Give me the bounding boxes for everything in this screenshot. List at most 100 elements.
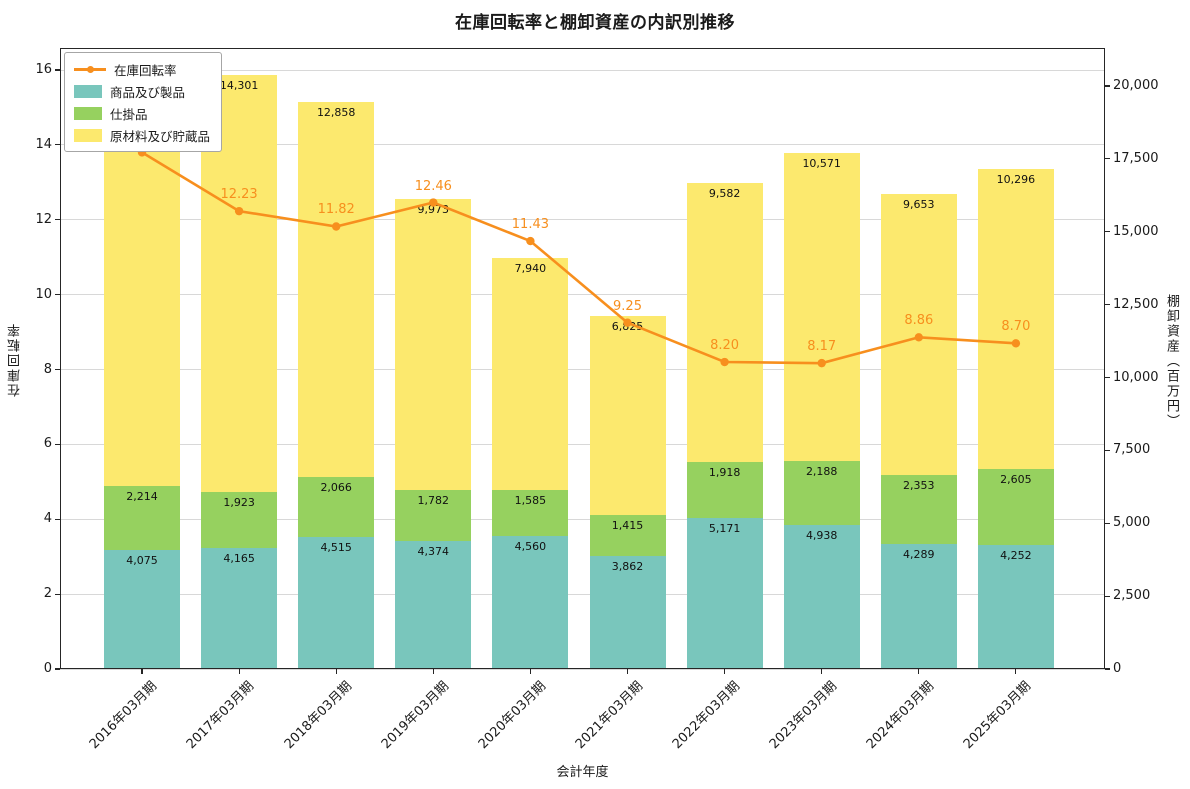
- gridline: [60, 668, 1105, 670]
- bar-segment-value-label: 2,605: [1000, 473, 1032, 487]
- x-tick-label: 2019年03月期: [378, 678, 452, 753]
- y-right-tick-label: 17,500: [1113, 150, 1159, 166]
- bar-segment: [201, 491, 278, 548]
- line-value-label: 8.20: [710, 338, 740, 353]
- bar-segment: [104, 550, 180, 669]
- legend-label: 商品及び製品: [110, 84, 186, 100]
- x-tick-mark: [1015, 669, 1017, 674]
- bar-segment-value-label: 1,415: [611, 519, 644, 533]
- y-right-tick-label: 5,000: [1113, 515, 1151, 531]
- y-left-tick-label: 14: [35, 136, 52, 152]
- bar-segment-value-label: 4,252: [1000, 549, 1032, 563]
- x-tick-mark: [918, 669, 920, 674]
- bar-segment-value-label: 12,858: [316, 106, 356, 120]
- line-value-label: 11.82: [317, 202, 355, 218]
- legend-item-line: 在庫回転率: [74, 60, 210, 78]
- y-left-tick-mark: [55, 593, 60, 595]
- x-tick-label: 2017年03月期: [184, 678, 258, 753]
- bar-segment-value-label: 2,353: [903, 479, 935, 493]
- x-tick-mark: [724, 669, 726, 674]
- legend-label: 仕掛品: [110, 106, 148, 122]
- line-value-label: 8.17: [807, 339, 837, 355]
- legend-label: 在庫回転率: [114, 62, 177, 78]
- legend-color-patch-icon: [74, 106, 102, 120]
- legend-item-bar: 原材料及び貯蔵品: [74, 126, 210, 144]
- gridline: [60, 369, 1105, 370]
- y-right-tick-mark: [1105, 158, 1110, 160]
- plot-border: [60, 48, 1105, 669]
- y-left-tick-mark: [55, 368, 60, 371]
- y-left-tick-label: 4: [43, 511, 52, 527]
- line-value-label: 9.25: [613, 298, 642, 314]
- y-right-tick-mark: [1105, 231, 1110, 233]
- bar-segment: [686, 518, 763, 669]
- bar-segment-value-label: 2,214: [126, 489, 158, 503]
- x-tick-label: 2022年03月期: [669, 678, 744, 753]
- bar-segment: [977, 469, 1054, 546]
- x-tick-mark: [432, 669, 434, 674]
- gridline: [60, 518, 1105, 520]
- legend-color-patch-icon: [74, 128, 102, 142]
- y-right-tick-mark: [1105, 522, 1110, 524]
- bar-segment-value-label: 4,938: [805, 529, 838, 543]
- y-left-tick-mark: [55, 668, 60, 670]
- line-value-label: 11.43: [511, 217, 549, 233]
- x-tick-mark: [529, 669, 531, 674]
- y-left-tick-mark: [55, 144, 60, 146]
- bar-segment: [298, 537, 375, 669]
- gridline: [60, 443, 1105, 445]
- gridline: [60, 144, 1105, 146]
- legend-label: 原材料及び貯蔵品: [110, 128, 211, 144]
- x-tick-mark: [335, 669, 337, 674]
- line-value-label: 12.46: [414, 178, 452, 194]
- bar-segment: [589, 515, 666, 557]
- y-left-tick-label: 8: [43, 361, 52, 377]
- bar-segment: [492, 536, 569, 669]
- y-left-tick-mark: [55, 518, 60, 520]
- y-right-tick-label: 7,500: [1113, 442, 1151, 458]
- bar-segment: [589, 556, 666, 669]
- bar-segment-value-label: 1,923: [223, 495, 255, 509]
- y-right-tick-mark: [1105, 668, 1110, 670]
- bar-segment-value-label: 1,585: [514, 493, 547, 507]
- bar-segment: [104, 485, 180, 551]
- bar-segment: [880, 475, 957, 544]
- legend-item-bar: 仕掛品: [74, 104, 210, 122]
- y-right-tick-label: 20,000: [1113, 78, 1159, 93]
- bar-segment: [880, 543, 957, 669]
- x-tick-label: 2023年03月期: [766, 678, 841, 753]
- legend: 在庫回転率商品及び製品 仕掛品原材料及び貯蔵品: [64, 52, 223, 152]
- y-left-tick-label: 16: [35, 62, 52, 77]
- gridline: [60, 593, 1105, 595]
- bar-segment-value-label: 4,075: [126, 554, 158, 568]
- bar-segment: [686, 462, 763, 519]
- bar-segment-value-label: 3,862: [611, 560, 644, 574]
- y-left-tick-mark: [55, 294, 60, 296]
- x-tick-mark: [626, 669, 629, 674]
- bar-segment: [395, 489, 472, 542]
- line-value-label: 12.23: [220, 187, 258, 203]
- y-left-tick-mark: [55, 443, 60, 445]
- x-tick-label: 2024年03月期: [863, 678, 938, 753]
- y-axis-right-label: 棚卸資産（百万円）: [1164, 294, 1179, 429]
- y-left-tick-label: 2: [43, 586, 52, 602]
- x-tick-label: 2025年03月期: [961, 678, 1035, 753]
- x-tick-mark: [141, 669, 143, 674]
- x-axis-label: 会計年度: [556, 765, 609, 780]
- bar-segment-value-label: 1,918: [708, 466, 741, 480]
- y-right-tick-mark: [1105, 449, 1110, 451]
- x-tick-label: 2021年03月期: [572, 678, 646, 753]
- x-tick-mark: [821, 669, 823, 674]
- bar-segment-value-label: 1,782: [417, 493, 450, 507]
- y-right-tick-label: 0: [1113, 661, 1122, 676]
- y-right-tick-mark: [1105, 85, 1110, 87]
- y-right-tick-mark: [1105, 376, 1110, 379]
- x-tick-label: 2016年03月期: [87, 678, 161, 753]
- bar-segment: [783, 461, 860, 526]
- y-left-tick-mark: [55, 219, 60, 221]
- y-axis-left-label: 在庫回転率: [8, 322, 23, 397]
- y-left-tick-label: 6: [43, 436, 52, 452]
- bar-segment-value-label: 4,515: [320, 541, 352, 555]
- y-right-tick-label: 10,000: [1113, 369, 1159, 385]
